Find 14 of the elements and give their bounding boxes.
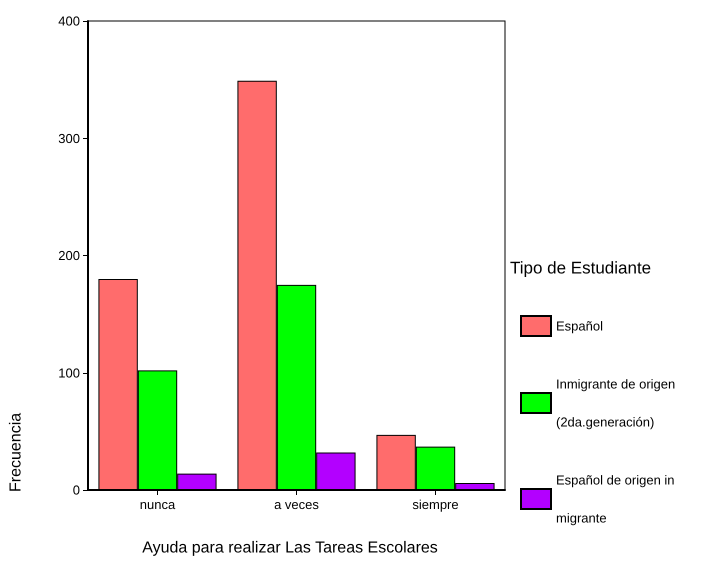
- y-axis-title: Frecuencia: [8, 412, 24, 492]
- x-tick-label: siempre: [412, 497, 459, 512]
- legend-label: Español: [556, 318, 604, 334]
- text: Inmigrante de origen (2da.generación): [556, 376, 676, 430]
- text: Español de origen in migrante: [556, 472, 675, 526]
- x-tick-label: nunca: [140, 497, 176, 512]
- y-tick-label: 0: [72, 482, 80, 498]
- y-tick-label: 300: [58, 130, 80, 146]
- x-axis-title: Ayuda para realizar Las Tareas Escolares: [142, 540, 438, 556]
- y-tick-label: 400: [58, 14, 80, 28]
- y-tick-label: 200: [58, 248, 80, 263]
- legend-title: Tipo de Estudiante: [510, 258, 652, 278]
- x-tick-label: a veces: [274, 497, 320, 512]
- y-tick-label: 100: [58, 365, 80, 380]
